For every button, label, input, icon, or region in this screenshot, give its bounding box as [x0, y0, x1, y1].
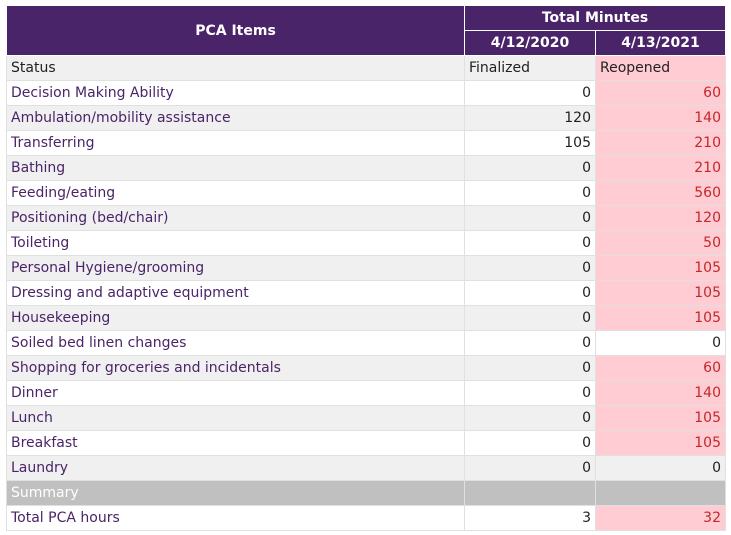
pca-item-label: Soiled bed linen changes: [6, 330, 465, 356]
total-row: Total PCA hours 3 32: [6, 505, 726, 531]
summary-row: Summary: [6, 480, 726, 506]
minutes-value-2: 50: [595, 230, 726, 256]
pca-item-label: Lunch: [6, 405, 465, 431]
minutes-value-2: 0: [595, 330, 726, 356]
status-value-2: Reopened: [595, 55, 726, 81]
minutes-value-2: 0: [595, 455, 726, 481]
table-row: Shopping for groceries and incidentals 0 6…: [6, 355, 726, 381]
pca-item-label: Housekeeping: [6, 305, 465, 331]
minutes-value-2: 60: [595, 355, 726, 381]
minutes-value-1: 0: [464, 355, 596, 381]
table-row: Laundry 0 0: [6, 455, 726, 481]
pca-comparison-table: PCA Items Total Minutes 4/12/2020 4/13/2…: [6, 5, 726, 531]
table-row: Housekeeping 0 105: [6, 305, 726, 331]
pca-item-label: Toileting: [6, 230, 465, 256]
status-row: Status Finalized Reopened: [6, 55, 726, 81]
table-row: Dressing and adaptive equipment 0 105: [6, 280, 726, 306]
total-value-1: 3: [464, 505, 596, 531]
minutes-value-2: 60: [595, 80, 726, 106]
table-row: Feeding/eating 0 560: [6, 180, 726, 206]
minutes-value-2: 105: [595, 430, 726, 456]
status-label: Status: [6, 55, 465, 81]
minutes-value-1: 0: [464, 430, 596, 456]
minutes-value-1: 0: [464, 305, 596, 331]
table-row: Breakfast 0 105: [6, 430, 726, 456]
date-column-header-2: 4/13/2021: [595, 30, 726, 56]
pca-item-label: Positioning (bed/chair): [6, 205, 465, 231]
table-row: Personal Hygiene/grooming 0 105: [6, 255, 726, 281]
minutes-value-1: 0: [464, 455, 596, 481]
pca-item-label: Transferring: [6, 130, 465, 156]
summary-cell: [464, 480, 596, 506]
table-row: Ambulation/mobility assistance 120 140: [6, 105, 726, 131]
minutes-value-1: 0: [464, 405, 596, 431]
pca-comparison-table-container: PCA Items Total Minutes 4/12/2020 4/13/2…: [6, 5, 726, 531]
table-row: Decision Making Ability 0 60: [6, 80, 726, 106]
minutes-value-2: 140: [595, 380, 726, 406]
minutes-value-2: 105: [595, 305, 726, 331]
pca-item-label: Decision Making Ability: [6, 80, 465, 106]
pca-item-label: Feeding/eating: [6, 180, 465, 206]
minutes-value-1: 0: [464, 280, 596, 306]
table-row: Positioning (bed/chair) 0 120: [6, 205, 726, 231]
total-label: Total PCA hours: [6, 505, 465, 531]
minutes-value-1: 0: [464, 330, 596, 356]
table-row: Dinner 0 140: [6, 380, 726, 406]
minutes-value-1: 0: [464, 155, 596, 181]
table-row: Bathing 0 210: [6, 155, 726, 181]
pca-item-label: Personal Hygiene/grooming: [6, 255, 465, 281]
minutes-value-1: 0: [464, 80, 596, 106]
minutes-value-2: 560: [595, 180, 726, 206]
total-minutes-header: Total Minutes: [464, 5, 726, 31]
pca-item-label: Dinner: [6, 380, 465, 406]
minutes-value-1: 0: [464, 180, 596, 206]
minutes-value-2: 140: [595, 105, 726, 131]
table-row: Lunch 0 105: [6, 405, 726, 431]
pca-item-label: Laundry: [6, 455, 465, 481]
minutes-value-2: 105: [595, 255, 726, 281]
pca-item-label: Ambulation/mobility assistance: [6, 105, 465, 131]
minutes-value-1: 105: [464, 130, 596, 156]
table-row: Soiled bed linen changes 0 0: [6, 330, 726, 356]
minutes-value-2: 120: [595, 205, 726, 231]
pca-items-header: PCA Items: [6, 5, 465, 56]
minutes-value-2: 105: [595, 280, 726, 306]
minutes-value-2: 210: [595, 155, 726, 181]
minutes-value-1: 120: [464, 105, 596, 131]
minutes-value-1: 0: [464, 380, 596, 406]
minutes-value-1: 0: [464, 255, 596, 281]
total-value-2: 32: [595, 505, 726, 531]
pca-item-label: Dressing and adaptive equipment: [6, 280, 465, 306]
summary-label: Summary: [6, 480, 465, 506]
minutes-value-2: 210: [595, 130, 726, 156]
table-row: Transferring 105 210: [6, 130, 726, 156]
table-row: Toileting 0 50: [6, 230, 726, 256]
pca-item-label: Breakfast: [6, 430, 465, 456]
status-value-1: Finalized: [464, 55, 596, 81]
date-column-header-1: 4/12/2020: [464, 30, 596, 56]
summary-cell: [595, 480, 726, 506]
pca-item-label: Bathing: [6, 155, 465, 181]
minutes-value-1: 0: [464, 230, 596, 256]
minutes-value-1: 0: [464, 205, 596, 231]
pca-item-label: Shopping for groceries and incidentals: [6, 355, 465, 381]
minutes-value-2: 105: [595, 405, 726, 431]
